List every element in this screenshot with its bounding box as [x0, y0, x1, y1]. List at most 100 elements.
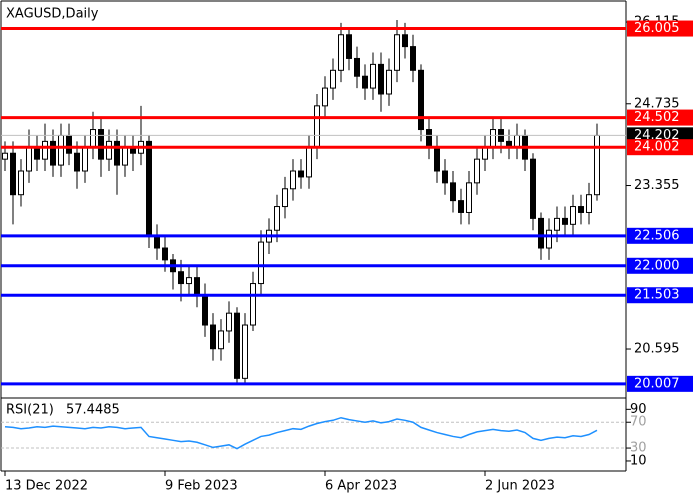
- candle-body: [306, 146, 312, 178]
- level-box: [627, 139, 693, 156]
- candle-body: [546, 229, 552, 249]
- candle-body: [338, 34, 344, 71]
- candle-body: [202, 294, 208, 326]
- candle-body: [474, 158, 480, 184]
- candle-body: [362, 75, 368, 89]
- y-tick-label: 70: [630, 415, 647, 430]
- candle-body: [538, 217, 544, 249]
- level-label: 22.000: [634, 258, 680, 273]
- candle-body: [370, 63, 376, 89]
- candle-body: [242, 324, 248, 379]
- candle-body: [594, 134, 600, 196]
- candle-body: [514, 134, 520, 148]
- candle-body: [234, 312, 240, 379]
- x-tick-label: 2 Jun 2023: [485, 479, 555, 494]
- level-label: 21.503: [634, 288, 680, 303]
- candle-body: [194, 277, 200, 296]
- candle-body: [346, 34, 352, 59]
- candle-body: [322, 87, 328, 107]
- x-tick-label: 6 Apr 2023: [325, 479, 397, 494]
- x-tick-label: 9 Feb 2023: [165, 479, 238, 494]
- candle-body: [74, 152, 80, 172]
- candle-body: [570, 206, 576, 225]
- level-box: [627, 287, 693, 304]
- candle-body: [250, 283, 256, 326]
- rsi-line: [4, 416, 598, 450]
- current-price-label: 24.202: [634, 128, 680, 143]
- candle-body: [394, 34, 400, 71]
- candle-body: [298, 170, 304, 178]
- candle-body: [58, 134, 64, 166]
- candle-body: [10, 152, 16, 196]
- candle-body: [42, 140, 48, 160]
- candle-body: [82, 146, 88, 172]
- candle-body: [154, 235, 160, 249]
- candle-body: [122, 146, 128, 166]
- candle-body: [314, 105, 320, 148]
- y-tick-label: 23.355: [634, 178, 680, 193]
- candle-body: [562, 217, 568, 225]
- candle-body: [34, 146, 40, 160]
- level-box: [627, 257, 693, 274]
- candle-body: [330, 69, 336, 89]
- candle-body: [418, 69, 424, 131]
- candle-body: [410, 46, 416, 71]
- candle-body: [90, 129, 96, 148]
- candle-body: [106, 140, 112, 160]
- candle-body: [218, 330, 224, 350]
- candle-body: [50, 140, 56, 166]
- y-tick-label: 20.595: [634, 342, 680, 357]
- candle-body: [490, 129, 496, 148]
- candle-body: [578, 206, 584, 213]
- candle-body: [2, 152, 8, 160]
- chart-title: XAGUSD,Daily: [6, 7, 99, 22]
- y-tick-label: 10: [630, 453, 647, 468]
- candle-body: [434, 146, 440, 172]
- indicator-name: RSI(21): [6, 403, 54, 418]
- candle-body: [282, 188, 288, 208]
- level-label: 24.002: [634, 140, 680, 155]
- candle-body: [290, 170, 296, 190]
- level-label: 24.502: [634, 110, 680, 125]
- candle-body: [450, 182, 456, 202]
- candle-body: [466, 182, 472, 213]
- candle-body: [386, 69, 392, 95]
- level-label: 22.506: [634, 228, 680, 243]
- candle-body: [274, 206, 280, 231]
- candle-body: [586, 194, 592, 213]
- level-box: [627, 227, 693, 244]
- candle-body: [146, 140, 152, 237]
- candle-body: [402, 34, 408, 48]
- level-label: 20.007: [634, 376, 680, 391]
- candle-body: [210, 324, 216, 350]
- x-tick-label: 13 Dec 2022: [5, 479, 88, 494]
- y-tick-label: 24.735: [634, 96, 680, 111]
- candle-body: [178, 271, 184, 285]
- candle-body: [378, 63, 384, 95]
- candle-body: [426, 129, 432, 148]
- level-box: [627, 20, 693, 37]
- level-box: [627, 375, 693, 392]
- candle-body: [186, 277, 192, 285]
- candle-body: [458, 200, 464, 213]
- candle-body: [18, 170, 24, 196]
- candle-body: [226, 312, 232, 332]
- candle-body: [530, 158, 536, 219]
- y-tick-label: 90: [630, 402, 647, 417]
- candle-body: [554, 217, 560, 231]
- candle-body: [354, 57, 360, 77]
- candle-body: [258, 241, 264, 285]
- candle-body: [66, 134, 72, 154]
- level-label: 26.005: [634, 21, 680, 36]
- candle-body: [482, 146, 488, 160]
- candle-body: [442, 170, 448, 184]
- candle-body: [26, 146, 32, 172]
- candle-body: [162, 247, 168, 261]
- indicator-value: 57.4485: [66, 403, 120, 418]
- candle-body: [114, 140, 120, 166]
- candle-body: [98, 129, 104, 160]
- y-tick-label: 30: [630, 441, 647, 456]
- level-box: [627, 109, 693, 126]
